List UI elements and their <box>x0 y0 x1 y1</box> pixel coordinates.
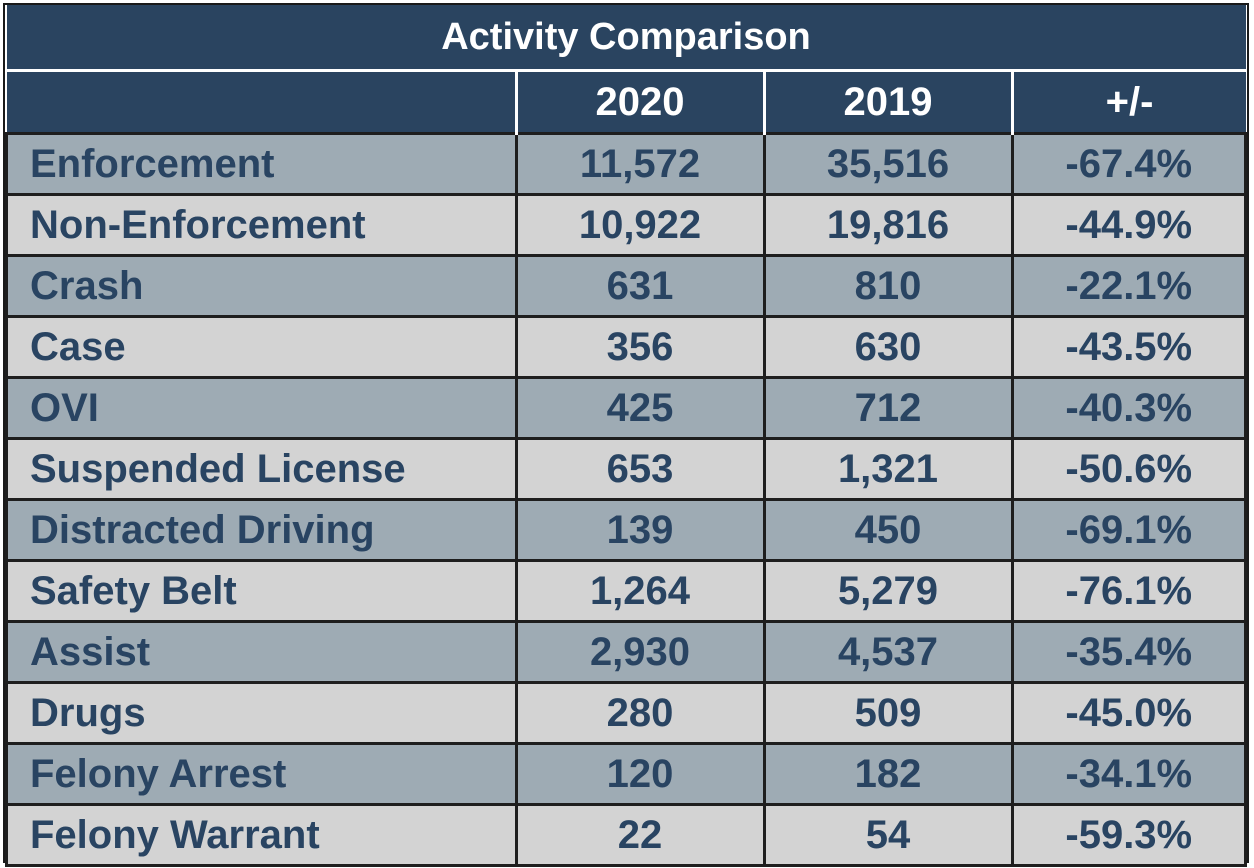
column-header-row: 2020 2019 +/- <box>6 70 1246 134</box>
table-row: Felony Arrest 120 182 -34.1% <box>5 742 1247 806</box>
table-row: Enforcement 11,572 35,516 -67.4% <box>5 132 1247 196</box>
value-change: -44.9% <box>1010 193 1247 257</box>
table-row: Crash 631 810 -22.1% <box>5 254 1247 318</box>
table-row: Drugs 280 509 -45.0% <box>5 681 1247 745</box>
row-label: Drugs <box>5 681 518 745</box>
value-change: -40.3% <box>1010 376 1247 440</box>
row-label: Felony Arrest <box>5 742 518 806</box>
row-label: Non-Enforcement <box>5 193 518 257</box>
value-2019: 450 <box>762 498 1014 562</box>
activity-comparison-table: Activity Comparison 2020 2019 +/- Enforc… <box>5 5 1247 867</box>
row-label: Felony Warrant <box>5 803 518 867</box>
table-row: Felony Warrant 22 54 -59.3% <box>5 803 1247 867</box>
value-2019: 19,816 <box>762 193 1014 257</box>
value-2019: 54 <box>762 803 1014 867</box>
row-label: Case <box>5 315 518 379</box>
row-label: Crash <box>5 254 518 318</box>
table-row: Suspended License 653 1,321 -50.6% <box>5 437 1247 501</box>
column-header-2020: 2020 <box>514 70 764 134</box>
value-2020: 631 <box>514 254 766 318</box>
column-header-2019: 2019 <box>762 70 1012 134</box>
row-label: Safety Belt <box>5 559 518 623</box>
value-change: -50.6% <box>1010 437 1247 501</box>
value-change: -67.4% <box>1010 132 1247 196</box>
value-2020: 653 <box>514 437 766 501</box>
value-change: -34.1% <box>1010 742 1247 806</box>
row-label: Suspended License <box>5 437 518 501</box>
table-row: OVI 425 712 -40.3% <box>5 376 1247 440</box>
value-change: -43.5% <box>1010 315 1247 379</box>
row-label: Distracted Driving <box>5 498 518 562</box>
value-change: -35.4% <box>1010 620 1247 684</box>
value-2020: 2,930 <box>514 620 766 684</box>
value-2019: 35,516 <box>762 132 1014 196</box>
table-row: Assist 2,930 4,537 -35.4% <box>5 620 1247 684</box>
row-label: Assist <box>5 620 518 684</box>
value-2019: 4,537 <box>762 620 1014 684</box>
value-change: -45.0% <box>1010 681 1247 745</box>
value-2020: 1,264 <box>514 559 766 623</box>
value-2020: 10,922 <box>514 193 766 257</box>
value-2019: 509 <box>762 681 1014 745</box>
value-2020: 139 <box>514 498 766 562</box>
value-2020: 280 <box>514 681 766 745</box>
value-2019: 712 <box>762 376 1014 440</box>
table-row: Case 356 630 -43.5% <box>5 315 1247 379</box>
row-label: Enforcement <box>5 132 518 196</box>
value-2019: 1,321 <box>762 437 1014 501</box>
column-header-label <box>6 70 516 134</box>
table-body: Enforcement 11,572 35,516 -67.4% Non-Enforce… <box>5 132 1247 867</box>
value-2019: 182 <box>762 742 1014 806</box>
value-2020: 22 <box>514 803 766 867</box>
activity-comparison-table-container: Activity Comparison 2020 2019 +/- Enforc… <box>3 3 1249 867</box>
value-2020: 425 <box>514 376 766 440</box>
table-title-row: Activity Comparison <box>6 5 1246 72</box>
value-change: -59.3% <box>1010 803 1247 867</box>
table-row: Distracted Driving 139 450 -69.1% <box>5 498 1247 562</box>
table-title: Activity Comparison <box>6 5 1246 72</box>
value-2020: 120 <box>514 742 766 806</box>
value-2019: 810 <box>762 254 1014 318</box>
table-row: Non-Enforcement 10,922 19,816 -44.9% <box>5 193 1247 257</box>
value-2020: 11,572 <box>514 132 766 196</box>
value-change: -76.1% <box>1010 559 1247 623</box>
value-2019: 630 <box>762 315 1014 379</box>
value-change: -22.1% <box>1010 254 1247 318</box>
row-label: OVI <box>5 376 518 440</box>
table-row: Safety Belt 1,264 5,279 -76.1% <box>5 559 1247 623</box>
value-change: -69.1% <box>1010 498 1247 562</box>
value-2020: 356 <box>514 315 766 379</box>
value-2019: 5,279 <box>762 559 1014 623</box>
column-header-change: +/- <box>1010 70 1246 134</box>
